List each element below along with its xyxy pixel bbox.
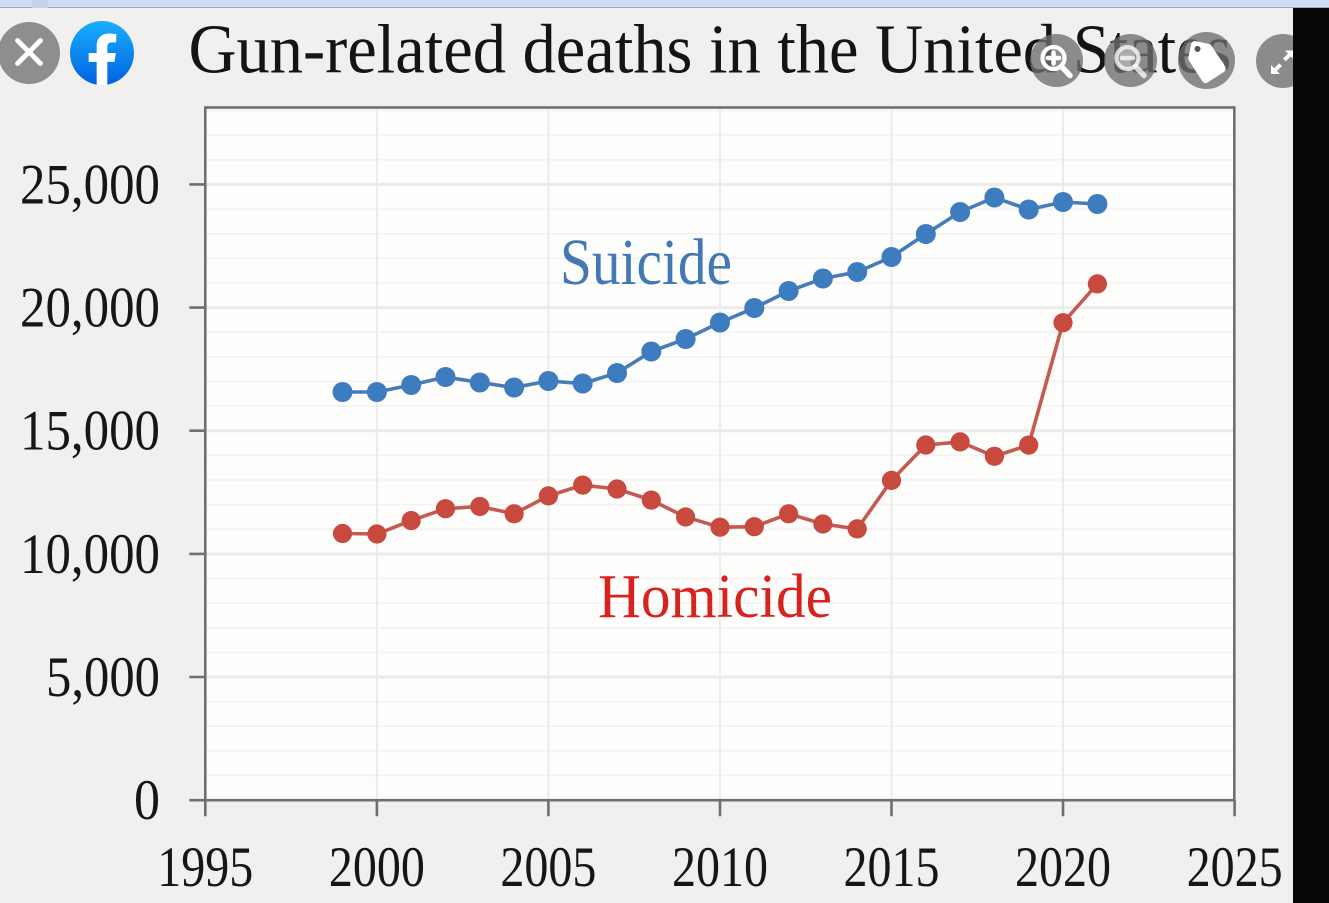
svg-text:1995: 1995 xyxy=(157,836,253,899)
svg-text:2020: 2020 xyxy=(1015,836,1111,899)
svg-text:2025: 2025 xyxy=(1187,836,1283,899)
svg-text:Homicide: Homicide xyxy=(598,563,832,631)
svg-text:2010: 2010 xyxy=(672,836,768,899)
svg-text:2005: 2005 xyxy=(500,836,596,899)
svg-text:0: 0 xyxy=(134,769,160,832)
svg-text:15,000: 15,000 xyxy=(20,400,160,463)
svg-text:2000: 2000 xyxy=(329,836,425,899)
svg-text:20,000: 20,000 xyxy=(20,277,160,340)
svg-text:25,000: 25,000 xyxy=(20,153,160,216)
svg-text:5,000: 5,000 xyxy=(46,646,160,709)
svg-text:Suicide: Suicide xyxy=(560,226,732,299)
svg-text:10,000: 10,000 xyxy=(20,523,160,586)
svg-text:2015: 2015 xyxy=(844,836,940,899)
